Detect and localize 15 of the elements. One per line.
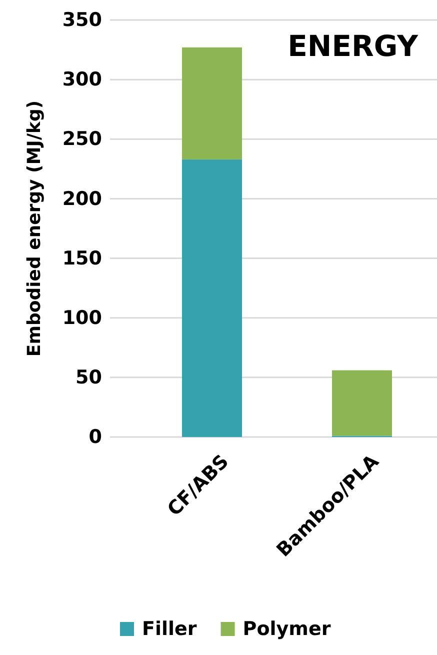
y-tick-label: 100 — [62, 306, 102, 329]
y-tick-label: 200 — [62, 188, 102, 210]
bar — [182, 159, 242, 437]
legend-label: Polymer — [242, 618, 332, 640]
y-tick-label: 0 — [88, 426, 102, 448]
y-axis-title: Embodied energy (MJ/kg) — [24, 100, 45, 357]
y-tick-label: 250 — [62, 128, 102, 150]
legend-label: Filler — [142, 618, 198, 640]
y-tick-label: 300 — [62, 68, 102, 91]
y-tick-label: 50 — [76, 366, 102, 389]
y-tick-label: 350 — [62, 9, 102, 32]
y-tick-label: 150 — [62, 247, 102, 270]
bar — [332, 370, 392, 436]
chart-title: ENERGY — [288, 29, 419, 63]
bar — [182, 47, 242, 160]
